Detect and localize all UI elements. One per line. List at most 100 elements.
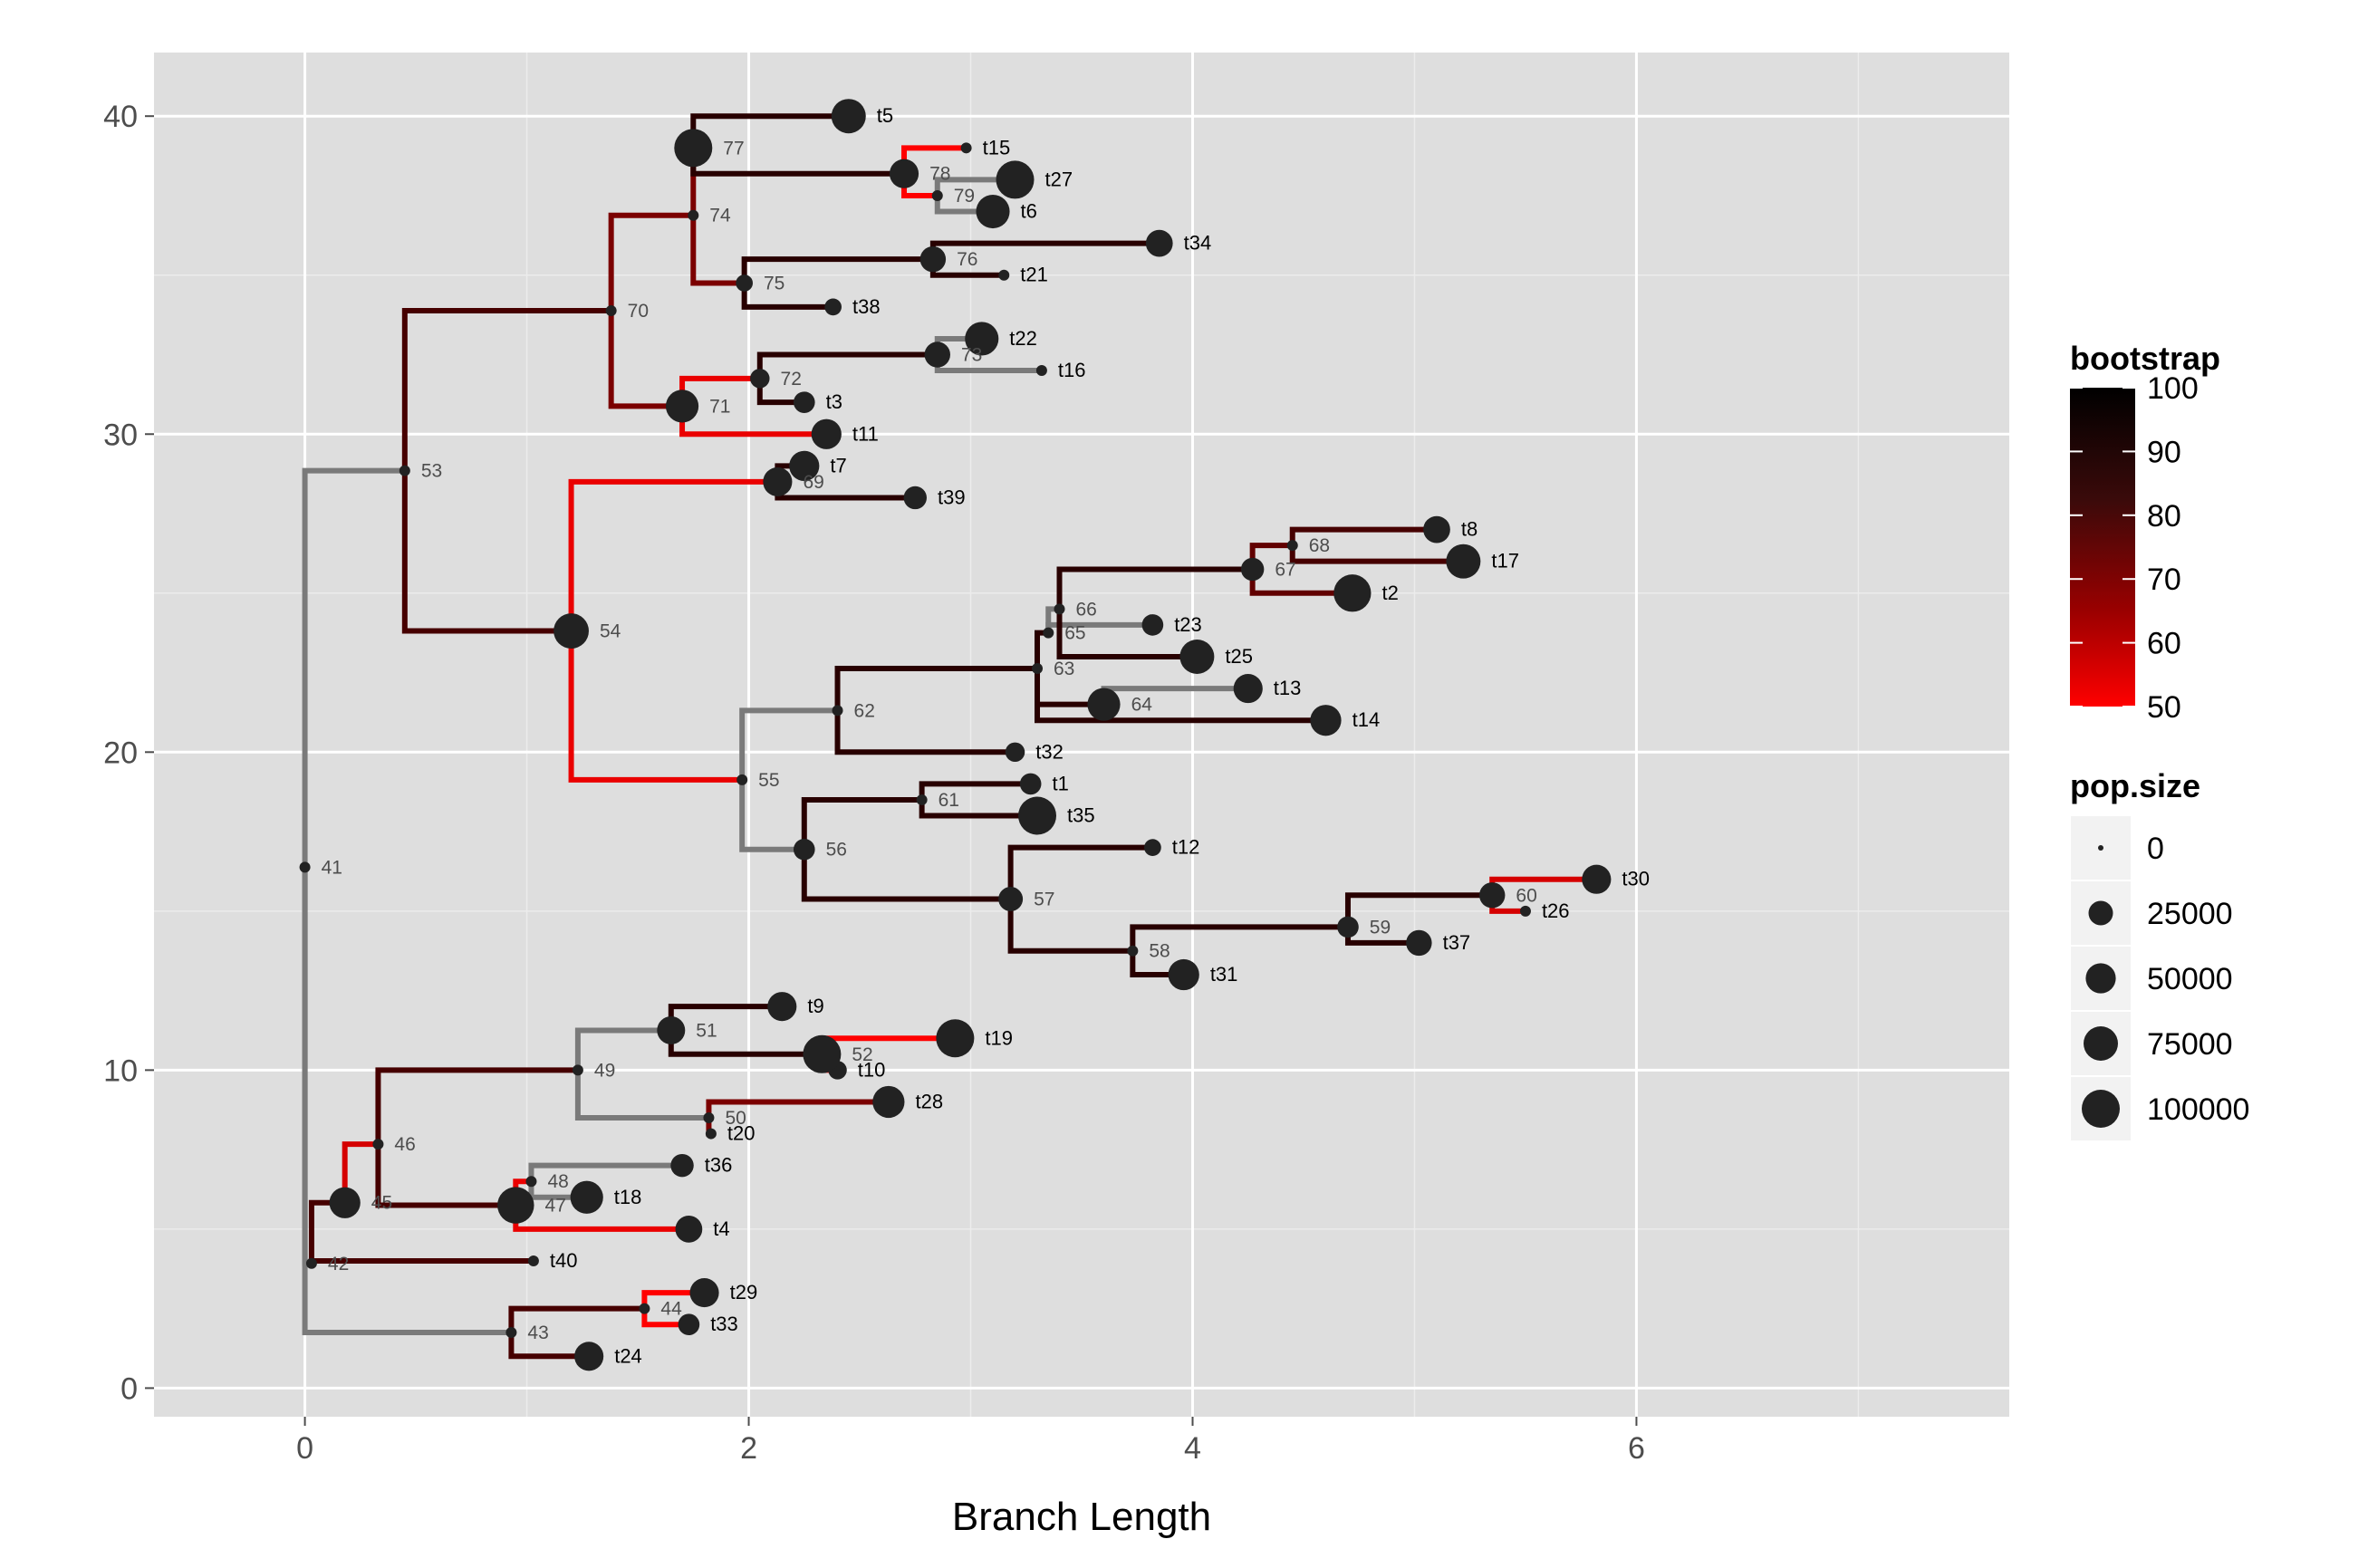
node-point (553, 613, 589, 649)
tree-branch (690, 212, 747, 286)
tree-branch (568, 628, 746, 783)
tip-point (1310, 705, 1342, 736)
tree-branch (1056, 566, 1256, 612)
tip-label: t6 (1021, 200, 1037, 223)
tip-label: t24 (614, 1344, 642, 1367)
tree-branch (1130, 948, 1187, 978)
tip-point (976, 194, 1010, 229)
tip-label: t33 (710, 1313, 738, 1335)
bootstrap-legend-label: 100 (2147, 371, 2199, 406)
node-label: 57 (1034, 889, 1054, 909)
tip-label: t26 (1542, 899, 1570, 922)
tree-branch (574, 1027, 674, 1073)
y-tick-label: 30 (103, 418, 138, 452)
tree-branch (375, 1141, 519, 1208)
tip-point (574, 1342, 604, 1371)
tree-branch (834, 665, 1040, 714)
tip-label: t2 (1381, 582, 1398, 604)
tree-branch (508, 1305, 648, 1335)
tip-label: t8 (1461, 518, 1478, 541)
tip-point (811, 418, 842, 449)
node-point (763, 467, 793, 496)
tip-point (1333, 574, 1372, 612)
tip-point (1005, 742, 1025, 763)
tip-point (903, 486, 927, 510)
node-point (665, 390, 699, 423)
node-point (1240, 557, 1265, 582)
tip-point (996, 160, 1035, 199)
node-label: 69 (803, 472, 823, 493)
tip-label: t3 (826, 390, 842, 413)
node-point (572, 1064, 583, 1076)
pop-size-key-point (2085, 963, 2116, 994)
tree-branch (1007, 844, 1156, 902)
tip-label: t19 (985, 1026, 1013, 1049)
tip-label: t7 (830, 454, 846, 476)
tip-label: t14 (1352, 708, 1381, 731)
bootstrap-legend-label: 60 (2147, 627, 2181, 661)
node-label: 74 (709, 206, 731, 226)
tip-label: t32 (1035, 740, 1064, 763)
node-point (889, 159, 919, 188)
node-label: 73 (961, 344, 982, 365)
node-label: 62 (854, 700, 875, 721)
node-label: 42 (328, 1254, 349, 1275)
tip-point (936, 1019, 975, 1058)
pop-size-legend-label: 25000 (2147, 897, 2233, 931)
tree-branch (1035, 665, 1107, 707)
node-labels: t1 t2 t3 t4 t5 t6 t7 t8 t9 t10 t11 t12 t13 t14 t15 t16 t… (322, 104, 1650, 1367)
node-point (931, 189, 943, 201)
node-point (1054, 603, 1065, 615)
tip-point (1141, 614, 1164, 636)
x-tick-label: 4 (1184, 1431, 1201, 1466)
node-label: 65 (1064, 623, 1085, 644)
tree-branch (574, 1067, 712, 1121)
tip-label: t22 (1009, 327, 1037, 350)
node-label: 58 (1149, 941, 1170, 962)
node-points (299, 99, 1612, 1371)
tip-label: t12 (1172, 836, 1200, 859)
tip-label: t9 (807, 995, 823, 1017)
pop-size-key-box (2069, 880, 2132, 947)
pop-size-key-box (2069, 945, 2132, 1012)
tip-point (789, 450, 820, 481)
tip-label: t17 (1491, 550, 1519, 572)
x-tick-label: 2 (740, 1431, 757, 1466)
tree-branch (801, 846, 1014, 902)
pop-size-key-point (2084, 1026, 2118, 1061)
pop-size-key-point (2082, 1090, 2120, 1128)
node-point (1043, 627, 1054, 639)
pop-size-legend-label: 50000 (2147, 962, 2233, 996)
tip-point (965, 322, 999, 356)
node-point (1127, 945, 1139, 957)
tree-branch (401, 467, 574, 634)
tip-point (1446, 544, 1481, 579)
bootstrap-legend: bootstrap 100 90 80 70 60 50 (2070, 340, 2220, 725)
tip-label: t30 (1622, 868, 1650, 890)
tip-point (675, 1216, 703, 1243)
tip-label: t28 (915, 1090, 943, 1112)
tree-branch (1007, 896, 1136, 954)
tree-branch (302, 864, 515, 1335)
node-point (703, 1112, 715, 1124)
tip-label: t21 (1020, 264, 1048, 286)
node-label: 52 (852, 1044, 872, 1065)
node-point (605, 305, 617, 317)
tip-point (767, 992, 797, 1022)
tip-point (1423, 515, 1450, 544)
tree-branch (834, 707, 1018, 755)
x-tick-label: 6 (1628, 1431, 1645, 1466)
node-label: 75 (764, 274, 785, 294)
node-point (924, 341, 950, 368)
tip-point (793, 391, 815, 413)
tip-point (1145, 229, 1173, 257)
tree-branch (568, 478, 781, 634)
tip-label: t38 (852, 295, 881, 318)
node-point (750, 369, 770, 389)
node-point (299, 861, 311, 873)
tip-point (527, 1255, 539, 1266)
pop-size-legend-title: pop.size (2070, 767, 2200, 804)
x-tick-label: 0 (296, 1431, 313, 1466)
